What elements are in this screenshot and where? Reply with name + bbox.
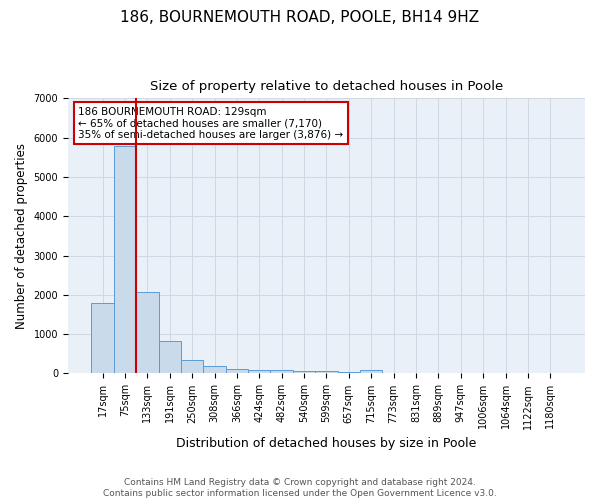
- Bar: [136, 292, 158, 374]
- Bar: [203, 366, 226, 374]
- Bar: [293, 371, 315, 374]
- Bar: [226, 369, 248, 374]
- Text: 186, BOURNEMOUTH ROAD, POOLE, BH14 9HZ: 186, BOURNEMOUTH ROAD, POOLE, BH14 9HZ: [121, 10, 479, 25]
- X-axis label: Distribution of detached houses by size in Poole: Distribution of detached houses by size …: [176, 437, 476, 450]
- Text: Contains HM Land Registry data © Crown copyright and database right 2024.
Contai: Contains HM Land Registry data © Crown c…: [103, 478, 497, 498]
- Bar: [114, 146, 136, 374]
- Bar: [338, 372, 360, 374]
- Bar: [158, 341, 181, 374]
- Bar: [91, 304, 114, 374]
- Bar: [271, 370, 293, 374]
- Bar: [315, 372, 338, 374]
- Y-axis label: Number of detached properties: Number of detached properties: [15, 143, 28, 329]
- Bar: [181, 360, 203, 374]
- Text: 186 BOURNEMOUTH ROAD: 129sqm
← 65% of detached houses are smaller (7,170)
35% of: 186 BOURNEMOUTH ROAD: 129sqm ← 65% of de…: [78, 106, 343, 140]
- Title: Size of property relative to detached houses in Poole: Size of property relative to detached ho…: [150, 80, 503, 93]
- Bar: [360, 370, 382, 374]
- Bar: [248, 370, 271, 374]
